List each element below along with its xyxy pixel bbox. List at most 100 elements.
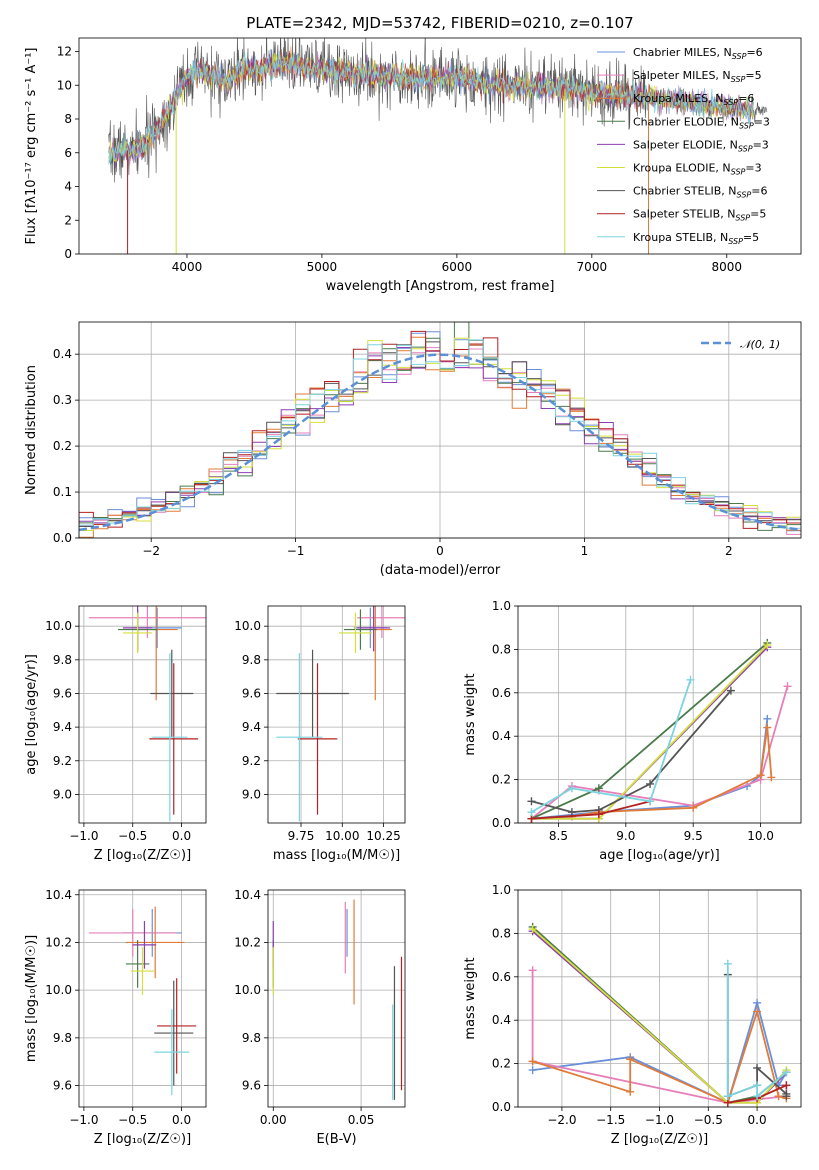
legend-label: Salpeter STELIB, N	[633, 208, 735, 221]
x-tick-label: 0.05	[348, 1113, 375, 1127]
legend-label: Salpeter MILES, N	[633, 69, 731, 82]
marker-point	[782, 1092, 791, 1101]
y-tick-label: 0.4	[53, 347, 72, 361]
x-tick-label: −1.5	[596, 1113, 625, 1127]
marker-point	[646, 779, 655, 788]
y-tick-label: 6	[64, 146, 72, 160]
x-tick-label: −0.5	[118, 1113, 147, 1127]
legend-subscript: SSP	[739, 121, 754, 130]
legend-entry: 𝒩(0, 1)	[740, 338, 780, 351]
y-tick-label: 10.0	[234, 619, 261, 633]
histogram-kroupa_stelib	[79, 339, 801, 538]
x-axis-label: age [log₁₀(age/yr)]	[599, 848, 720, 863]
x-tick-label: 9.0	[616, 829, 635, 843]
x-tick-label: 2	[725, 544, 733, 558]
y-tick-label: 9.0	[242, 787, 261, 801]
x-tick-label: 10.0	[747, 829, 774, 843]
x-tick-label: 10.00	[325, 829, 359, 843]
legend-label: Salpeter ELODIE, N	[633, 138, 738, 151]
y-tick-label: 10.0	[234, 983, 261, 997]
series-line-chabrier_miles	[532, 999, 788, 1104]
y-tick-label: 9.2	[242, 754, 261, 768]
plot-area	[528, 922, 791, 1107]
legend-subscript: SSP	[732, 52, 747, 61]
marker-point	[753, 1063, 762, 1072]
series-line-kroupa_stelib	[531, 679, 692, 813]
y-axis-label: Normed distribution	[24, 365, 39, 495]
legend-entry: Chabrier ELODIE, NSSP=3	[633, 115, 770, 130]
y-tick-label: 2	[64, 213, 72, 227]
plot-area	[108, 38, 768, 254]
spectrum-model-kroupa_stelib	[108, 50, 754, 165]
y-tick-label: 0.2	[492, 1057, 511, 1071]
y-tick-label: 1.0	[492, 883, 511, 897]
legend-subscript: SSP	[728, 237, 743, 246]
legend-entry: Salpeter STELIB, NSSP=5	[633, 208, 766, 223]
marker-point	[763, 641, 772, 650]
x-tick-label: −0.5	[118, 829, 147, 843]
legend-label: Kroupa MILES, N	[633, 92, 723, 105]
legend-value: =5	[745, 69, 761, 82]
legend-label: Chabrier STELIB, N	[633, 185, 737, 198]
x-tick-label: 5000	[307, 260, 338, 274]
y-axis-label: Flux [fλ10⁻¹⁷ erg cm⁻² s⁻¹ A⁻¹]	[24, 48, 39, 245]
series-line-salpeter_miles	[530, 686, 789, 820]
x-tick-label: 7000	[577, 260, 608, 274]
y-tick-label: 9.6	[53, 1079, 72, 1093]
y-tick-label: 9.4	[242, 720, 261, 734]
y-axis-label: mass [log₁₀(M/M☉)]	[24, 935, 39, 1062]
plot-area	[527, 638, 792, 823]
axes-mass_weight_vs_Z: −2.0 −1.5 −1.0 −0.5 0.0 0.0 0.2 0.4 0.6 0.8 1.0 Z […	[463, 883, 802, 1147]
legend-label: Chabrier ELODIE, N	[633, 115, 739, 128]
marker-point	[594, 784, 603, 793]
marker-point	[626, 1055, 635, 1064]
y-tick-label: 10	[57, 78, 72, 92]
y-tick-label: 0.2	[492, 773, 511, 787]
x-tick-label: 9.5	[684, 829, 703, 843]
y-tick-label: 10.0	[45, 619, 72, 633]
legend-entry: Chabrier MILES, NSSP=6	[633, 46, 763, 61]
marker-point	[753, 1007, 762, 1016]
axes-frame	[78, 605, 207, 824]
y-axis-label: age [log₁₀(age/yr)]	[24, 654, 39, 775]
x-tick-label: −1	[287, 544, 305, 558]
spectrum-model-salpeter_stelib	[127, 49, 754, 162]
x-tick-label: 8000	[712, 260, 743, 274]
x-tick-label: 0.0	[172, 829, 191, 843]
marker-point	[774, 1092, 783, 1101]
x-tick-label: −1.0	[69, 829, 98, 843]
y-tick-label: 1.0	[492, 599, 511, 613]
y-tick-label: 12	[57, 45, 72, 59]
y-tick-label: 9.6	[53, 686, 72, 700]
marker-point	[783, 682, 792, 691]
y-tick-label: 10.4	[234, 888, 261, 902]
legend-entry: Salpeter MILES, NSSP=5	[633, 69, 762, 84]
axes-frame	[78, 889, 207, 1108]
y-tick-label: 0.6	[492, 686, 511, 700]
y-axis-label: mass weight	[463, 673, 478, 755]
legend-label: Kroupa STELIB, N	[633, 231, 728, 244]
marker-point	[567, 808, 576, 817]
marker-point	[753, 1092, 762, 1101]
x-tick-label: 0	[436, 544, 444, 558]
y-tick-label: 0.1	[53, 485, 72, 499]
marker-point	[782, 1068, 791, 1077]
legend-entry: Kroupa ELODIE, NSSP=3	[633, 162, 762, 177]
marker-point	[646, 797, 655, 806]
y-tick-label: 9.8	[53, 653, 72, 667]
series-line-kroupa_elodie	[531, 644, 768, 820]
normal-curve	[79, 353, 801, 532]
marker-point	[528, 1066, 537, 1075]
x-axis-label: (data-model)/error	[380, 563, 501, 578]
axes-age_vs_Z: −1.0 −0.5 0.0 9.0 9.2 9.4 9.6 9.8 10.0 Z [log₁₀(Z…	[24, 605, 207, 863]
x-tick-label: 1	[581, 544, 589, 558]
plot-area	[276, 606, 405, 822]
y-tick-label: 9.2	[53, 754, 72, 768]
y-tick-label: 0.4	[492, 1013, 511, 1027]
x-axis-label: Z [log₁₀(Z/Z☉)]	[611, 1132, 708, 1147]
x-tick-label: 10.25	[366, 829, 400, 843]
x-tick-label: −1.0	[69, 1113, 98, 1127]
marker-point	[528, 925, 537, 934]
